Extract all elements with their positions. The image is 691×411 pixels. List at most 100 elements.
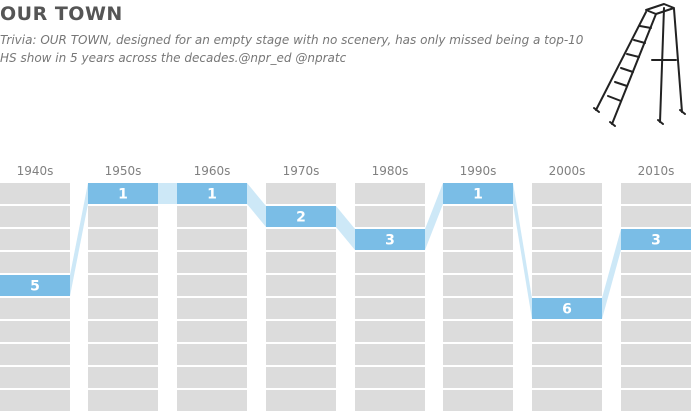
rank-cell bbox=[266, 344, 336, 365]
rank-cell bbox=[532, 206, 602, 227]
rank-cell bbox=[177, 206, 247, 227]
decade-label: 1960s bbox=[194, 164, 231, 178]
rank-cell bbox=[532, 390, 602, 411]
rank-connector bbox=[513, 183, 532, 319]
rank-connector bbox=[602, 229, 621, 319]
rank-value-label: 2 bbox=[296, 210, 306, 226]
rank-cell bbox=[443, 298, 513, 319]
rank-highlight-cell bbox=[443, 183, 513, 204]
rank-cell bbox=[621, 390, 691, 411]
rank-cell bbox=[0, 367, 70, 388]
rank-cell bbox=[0, 252, 70, 273]
rank-cell bbox=[177, 252, 247, 273]
decade-label: 1940s bbox=[17, 164, 54, 178]
rank-cell bbox=[0, 344, 70, 365]
rank-cell bbox=[88, 275, 158, 296]
rank-cell bbox=[266, 183, 336, 204]
rank-cell bbox=[355, 321, 425, 342]
rank-connector bbox=[70, 183, 88, 296]
rank-cell bbox=[266, 298, 336, 319]
rank-cell bbox=[443, 252, 513, 273]
rank-highlight-cell bbox=[266, 206, 336, 227]
rank-cell bbox=[177, 344, 247, 365]
rank-highlight-cell bbox=[621, 229, 691, 250]
rank-cell bbox=[177, 367, 247, 388]
rank-cell bbox=[266, 367, 336, 388]
rank-cell bbox=[0, 206, 70, 227]
rank-cell bbox=[355, 183, 425, 204]
rank-cell bbox=[621, 298, 691, 319]
rank-value-label: 3 bbox=[651, 233, 661, 249]
rank-connector bbox=[158, 183, 177, 204]
rank-cell bbox=[532, 321, 602, 342]
rank-cell bbox=[532, 183, 602, 204]
rank-highlight-cell bbox=[88, 183, 158, 204]
rank-cell bbox=[355, 206, 425, 227]
rank-cell bbox=[0, 298, 70, 319]
rank-cell bbox=[532, 252, 602, 273]
decade-label: 1970s bbox=[283, 164, 320, 178]
rank-cell bbox=[532, 367, 602, 388]
rank-cell bbox=[266, 229, 336, 250]
rank-highlight-cell bbox=[177, 183, 247, 204]
rank-cell bbox=[266, 321, 336, 342]
rank-cell bbox=[443, 390, 513, 411]
rank-cell bbox=[266, 252, 336, 273]
rank-cell bbox=[443, 344, 513, 365]
rank-cell bbox=[621, 252, 691, 273]
rank-cell bbox=[177, 298, 247, 319]
rank-cell bbox=[532, 275, 602, 296]
rank-cell bbox=[355, 344, 425, 365]
rank-connector bbox=[247, 183, 266, 227]
rank-cell bbox=[177, 229, 247, 250]
rank-cell bbox=[532, 229, 602, 250]
rank-value-label: 1 bbox=[207, 187, 217, 203]
rank-cell bbox=[443, 321, 513, 342]
rank-cell bbox=[621, 344, 691, 365]
rank-cell bbox=[532, 344, 602, 365]
rank-cell bbox=[621, 183, 691, 204]
rank-cell bbox=[88, 298, 158, 319]
rank-cell bbox=[266, 390, 336, 411]
rank-cell bbox=[88, 390, 158, 411]
rank-highlight-cell bbox=[0, 275, 70, 296]
rank-value-label: 1 bbox=[118, 187, 128, 203]
rank-cell bbox=[0, 229, 70, 250]
decade-label: 1980s bbox=[372, 164, 409, 178]
rank-cell bbox=[0, 390, 70, 411]
rank-cell bbox=[621, 367, 691, 388]
chart-title: OUR TOWN bbox=[0, 3, 123, 25]
rank-cell bbox=[355, 390, 425, 411]
ladder-illustration bbox=[593, 3, 686, 127]
rank-value-label: 6 bbox=[562, 302, 572, 318]
rank-cell bbox=[266, 275, 336, 296]
rank-cell bbox=[88, 321, 158, 342]
rank-cell bbox=[0, 183, 70, 204]
rank-cell bbox=[0, 321, 70, 342]
rank-cell bbox=[621, 321, 691, 342]
rank-cell bbox=[355, 367, 425, 388]
rank-cell bbox=[443, 367, 513, 388]
rank-highlight-cell bbox=[355, 229, 425, 250]
rank-cell bbox=[443, 229, 513, 250]
rank-cell bbox=[443, 275, 513, 296]
rank-cell bbox=[88, 367, 158, 388]
rank-cell bbox=[355, 252, 425, 273]
rank-cell bbox=[177, 275, 247, 296]
rank-value-label: 1 bbox=[473, 187, 483, 203]
rank-connector bbox=[425, 183, 443, 250]
rank-value-label: 3 bbox=[385, 233, 395, 249]
rank-cell bbox=[355, 275, 425, 296]
rank-cell bbox=[621, 206, 691, 227]
decade-label: 2010s bbox=[638, 164, 675, 178]
decade-label: 2000s bbox=[549, 164, 586, 178]
rank-cell bbox=[88, 206, 158, 227]
rank-cell bbox=[621, 275, 691, 296]
rank-highlight-cell bbox=[532, 298, 602, 319]
rank-cell bbox=[355, 298, 425, 319]
rank-connector bbox=[336, 206, 355, 250]
rank-cell bbox=[177, 390, 247, 411]
rank-cell bbox=[443, 206, 513, 227]
rank-cell bbox=[177, 321, 247, 342]
